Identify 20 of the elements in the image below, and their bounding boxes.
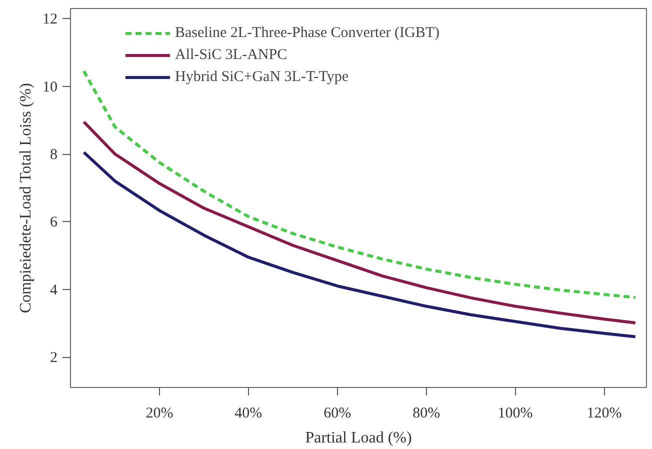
y-tick-label: 12 xyxy=(42,12,58,28)
y-tick-label: 6 xyxy=(50,214,58,231)
line-series xyxy=(82,120,637,324)
x-tick-label: 80% xyxy=(412,406,440,422)
y-tick-label: 10 xyxy=(42,79,58,96)
y-tick-label: 2 xyxy=(50,350,58,366)
x-tick-label: 40% xyxy=(234,406,262,422)
legend-label: Hybrid SiC+GaN 3L-T-Type xyxy=(175,68,349,86)
x-tick-label: 120% xyxy=(586,406,622,422)
y-tick-label: 4 xyxy=(50,282,58,298)
y-tick-label: 8 xyxy=(50,147,58,164)
x-tick-label: 100% xyxy=(498,406,533,422)
line-series xyxy=(82,70,637,299)
line-series xyxy=(82,150,637,338)
y-axis-title: Compieiedete-Load Total Loiss (%) xyxy=(18,83,34,314)
legend-label: Baseline 2L-Three-Phase Converter (IGBT) xyxy=(175,24,440,42)
legend-label: All-SiC 3L-ANPC xyxy=(175,46,288,64)
x-tick-label: 20% xyxy=(146,406,174,422)
x-axis-title: Partial Load (%) xyxy=(305,430,412,446)
x-tick-label: 60% xyxy=(324,406,352,422)
